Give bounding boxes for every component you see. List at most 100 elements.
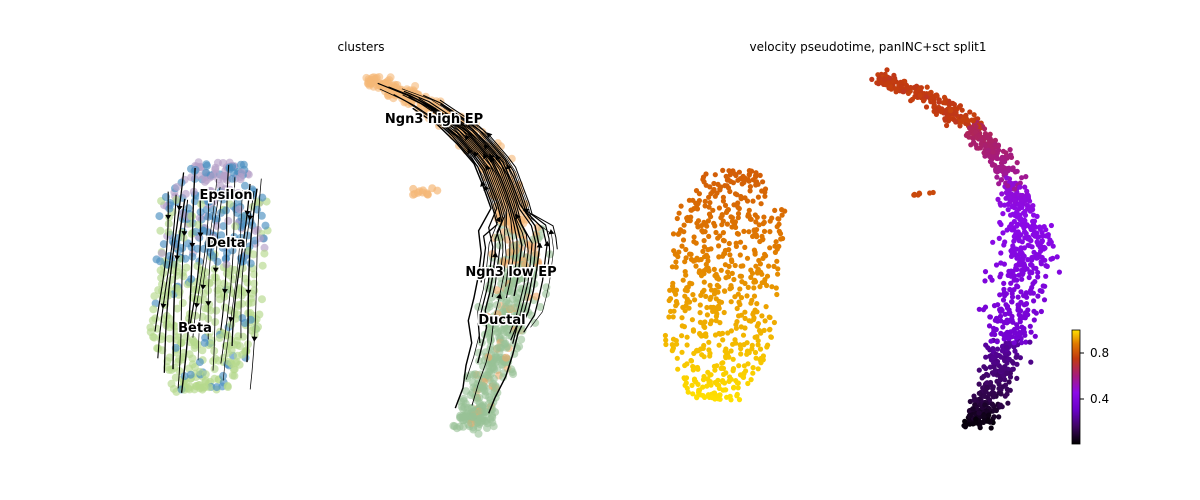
pseudotime-point xyxy=(1001,336,1007,342)
pseudotime-point xyxy=(1019,324,1025,330)
pseudotime-point xyxy=(760,221,766,227)
cell-point xyxy=(187,212,196,221)
pseudotime-point xyxy=(1006,268,1012,274)
pseudotime-point xyxy=(738,193,744,200)
cell-point xyxy=(159,240,168,249)
pseudotime-point xyxy=(673,259,679,265)
cell-point xyxy=(207,187,216,196)
pseudotime-point xyxy=(726,247,732,253)
pseudotime-point xyxy=(905,90,912,96)
cell-point xyxy=(190,338,199,347)
cell-point xyxy=(202,176,211,185)
pseudotime-point xyxy=(757,357,763,363)
cell-point xyxy=(239,192,248,201)
pseudotime-point xyxy=(1021,261,1027,267)
cell-point xyxy=(485,368,494,377)
pseudotime-point xyxy=(778,236,784,242)
pseudotime-point xyxy=(691,206,697,212)
pseudotime-point xyxy=(976,381,982,387)
pseudotime-point xyxy=(1016,272,1022,278)
pseudotime-point xyxy=(997,313,1004,319)
pseudotime-point xyxy=(977,133,983,139)
pseudotime-point xyxy=(709,395,715,401)
pseudotime-point xyxy=(1028,287,1034,293)
velocity-streamline xyxy=(222,190,243,381)
pseudotime-point xyxy=(762,189,768,195)
velocity-arrow xyxy=(222,288,228,294)
pseudotime-point xyxy=(1000,297,1007,303)
cell-point xyxy=(234,300,243,309)
cell-point xyxy=(180,323,189,332)
pseudotime-panel: velocity pseudotime, panINC+sct split1 xyxy=(662,40,1062,431)
pseudotime-point xyxy=(1003,150,1009,156)
pseudotime-point xyxy=(679,333,685,339)
pseudotime-point xyxy=(738,273,745,279)
pseudotime-point xyxy=(1043,233,1049,239)
pseudotime-point xyxy=(759,233,765,239)
cell-point xyxy=(252,315,261,324)
pseudotime-point xyxy=(901,89,907,95)
cell-point xyxy=(219,222,228,231)
pseudotime-point xyxy=(976,367,982,373)
pseudotime-point xyxy=(1000,324,1006,330)
pseudotime-point xyxy=(769,215,775,221)
velocity-arrow xyxy=(230,239,237,245)
pseudotime-point xyxy=(1048,222,1054,229)
pseudotime-point xyxy=(747,184,754,190)
pseudotime-point xyxy=(741,179,747,186)
pseudotime-point xyxy=(717,187,723,193)
pseudotime-point xyxy=(920,98,927,104)
pseudotime-point xyxy=(985,372,991,378)
pseudotime-point xyxy=(1007,286,1013,293)
pseudotime-point xyxy=(697,310,703,316)
pseudotime-point xyxy=(1011,277,1017,283)
pseudotime-point xyxy=(1036,234,1042,240)
pseudotime-point xyxy=(726,240,732,247)
pseudotime-point xyxy=(712,305,718,311)
pseudotime-point xyxy=(1004,175,1010,181)
pseudotime-point xyxy=(762,193,768,199)
pseudotime-point xyxy=(750,370,756,376)
pseudotime-point xyxy=(982,402,988,408)
velocity-streamline xyxy=(249,178,262,390)
pseudotime-point xyxy=(993,262,1000,268)
pseudotime-point xyxy=(701,279,707,285)
pseudotime-point xyxy=(675,254,681,260)
cell-point xyxy=(149,305,158,314)
pseudotime-point xyxy=(732,294,738,300)
cluster-label-ngn3-low-ep: Ngn3 low EP xyxy=(465,265,556,280)
pseudotime-point xyxy=(992,162,998,168)
velocity-arrow xyxy=(245,289,252,295)
velocity-arrow xyxy=(197,232,204,238)
pseudotime-point xyxy=(1014,160,1020,166)
pseudotime-point xyxy=(755,321,762,327)
velocity-arrow xyxy=(473,151,479,158)
cell-point xyxy=(234,332,243,341)
cell-point xyxy=(148,316,157,325)
cell-point xyxy=(486,415,495,424)
cell-point xyxy=(258,193,267,202)
velocity-arrow xyxy=(189,242,196,248)
pseudotime-point xyxy=(727,188,733,195)
pseudotime-point xyxy=(705,218,712,224)
cell-point xyxy=(261,221,270,230)
cell-point xyxy=(542,289,550,298)
pseudotime-point xyxy=(1014,168,1020,174)
pseudotime-point xyxy=(666,297,672,304)
pseudotime-point xyxy=(735,177,741,183)
pseudotime-point xyxy=(1038,259,1044,265)
pseudotime-point xyxy=(1040,283,1046,289)
velocity-arrow xyxy=(160,303,167,309)
cell-point xyxy=(227,336,236,344)
cell-point xyxy=(187,173,196,182)
pseudotime-point xyxy=(1018,201,1024,207)
cell-point xyxy=(202,160,211,169)
cell-point xyxy=(219,171,228,180)
pseudotime-point xyxy=(1014,375,1020,381)
pseudotime-point xyxy=(990,149,996,155)
pseudotime-point xyxy=(712,379,718,386)
cell-point xyxy=(198,189,207,198)
velocity-arrow xyxy=(492,252,499,258)
cell-point xyxy=(476,414,485,423)
pseudotime-point xyxy=(713,296,719,302)
